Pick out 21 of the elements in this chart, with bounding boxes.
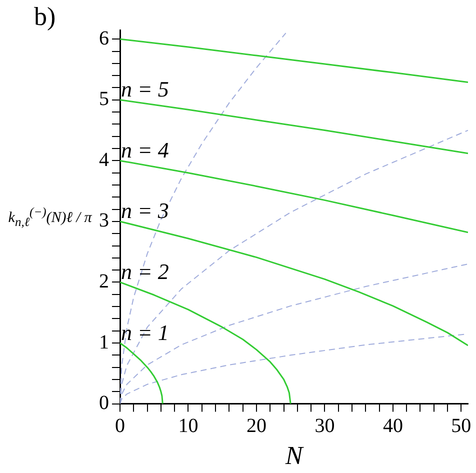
y-axis-title: k$_{n,ℓ}$$^{(−)}$(N)ℓ / π — [7, 205, 93, 230]
series-label: n = 5 — [121, 76, 169, 102]
y-tick-label: 6 — [99, 27, 109, 50]
y-tick-label: 0 — [99, 392, 109, 414]
x-tick-label: 50 — [451, 415, 472, 438]
chart-title: b) — [34, 2, 56, 32]
x-tick-label: 20 — [246, 415, 266, 438]
x-tick-label: 10 — [178, 415, 198, 438]
series-label: n = 4 — [121, 137, 169, 162]
y-tick-label: 2 — [99, 270, 109, 292]
y-tick-label: 3 — [99, 210, 109, 232]
x-tick-label: 30 — [314, 415, 335, 438]
x-tick-label: 0 — [115, 415, 125, 438]
y-tick-label: 4 — [99, 148, 109, 171]
series-label: n = 2 — [121, 259, 169, 284]
series-label: n = 1 — [121, 320, 169, 345]
x-axis-title: N — [284, 441, 304, 470]
y-tick-label: 5 — [99, 88, 109, 110]
y-tick-label: 1 — [99, 331, 109, 354]
series-label: n = 3 — [121, 198, 169, 224]
x-tick-label: 40 — [382, 415, 403, 438]
